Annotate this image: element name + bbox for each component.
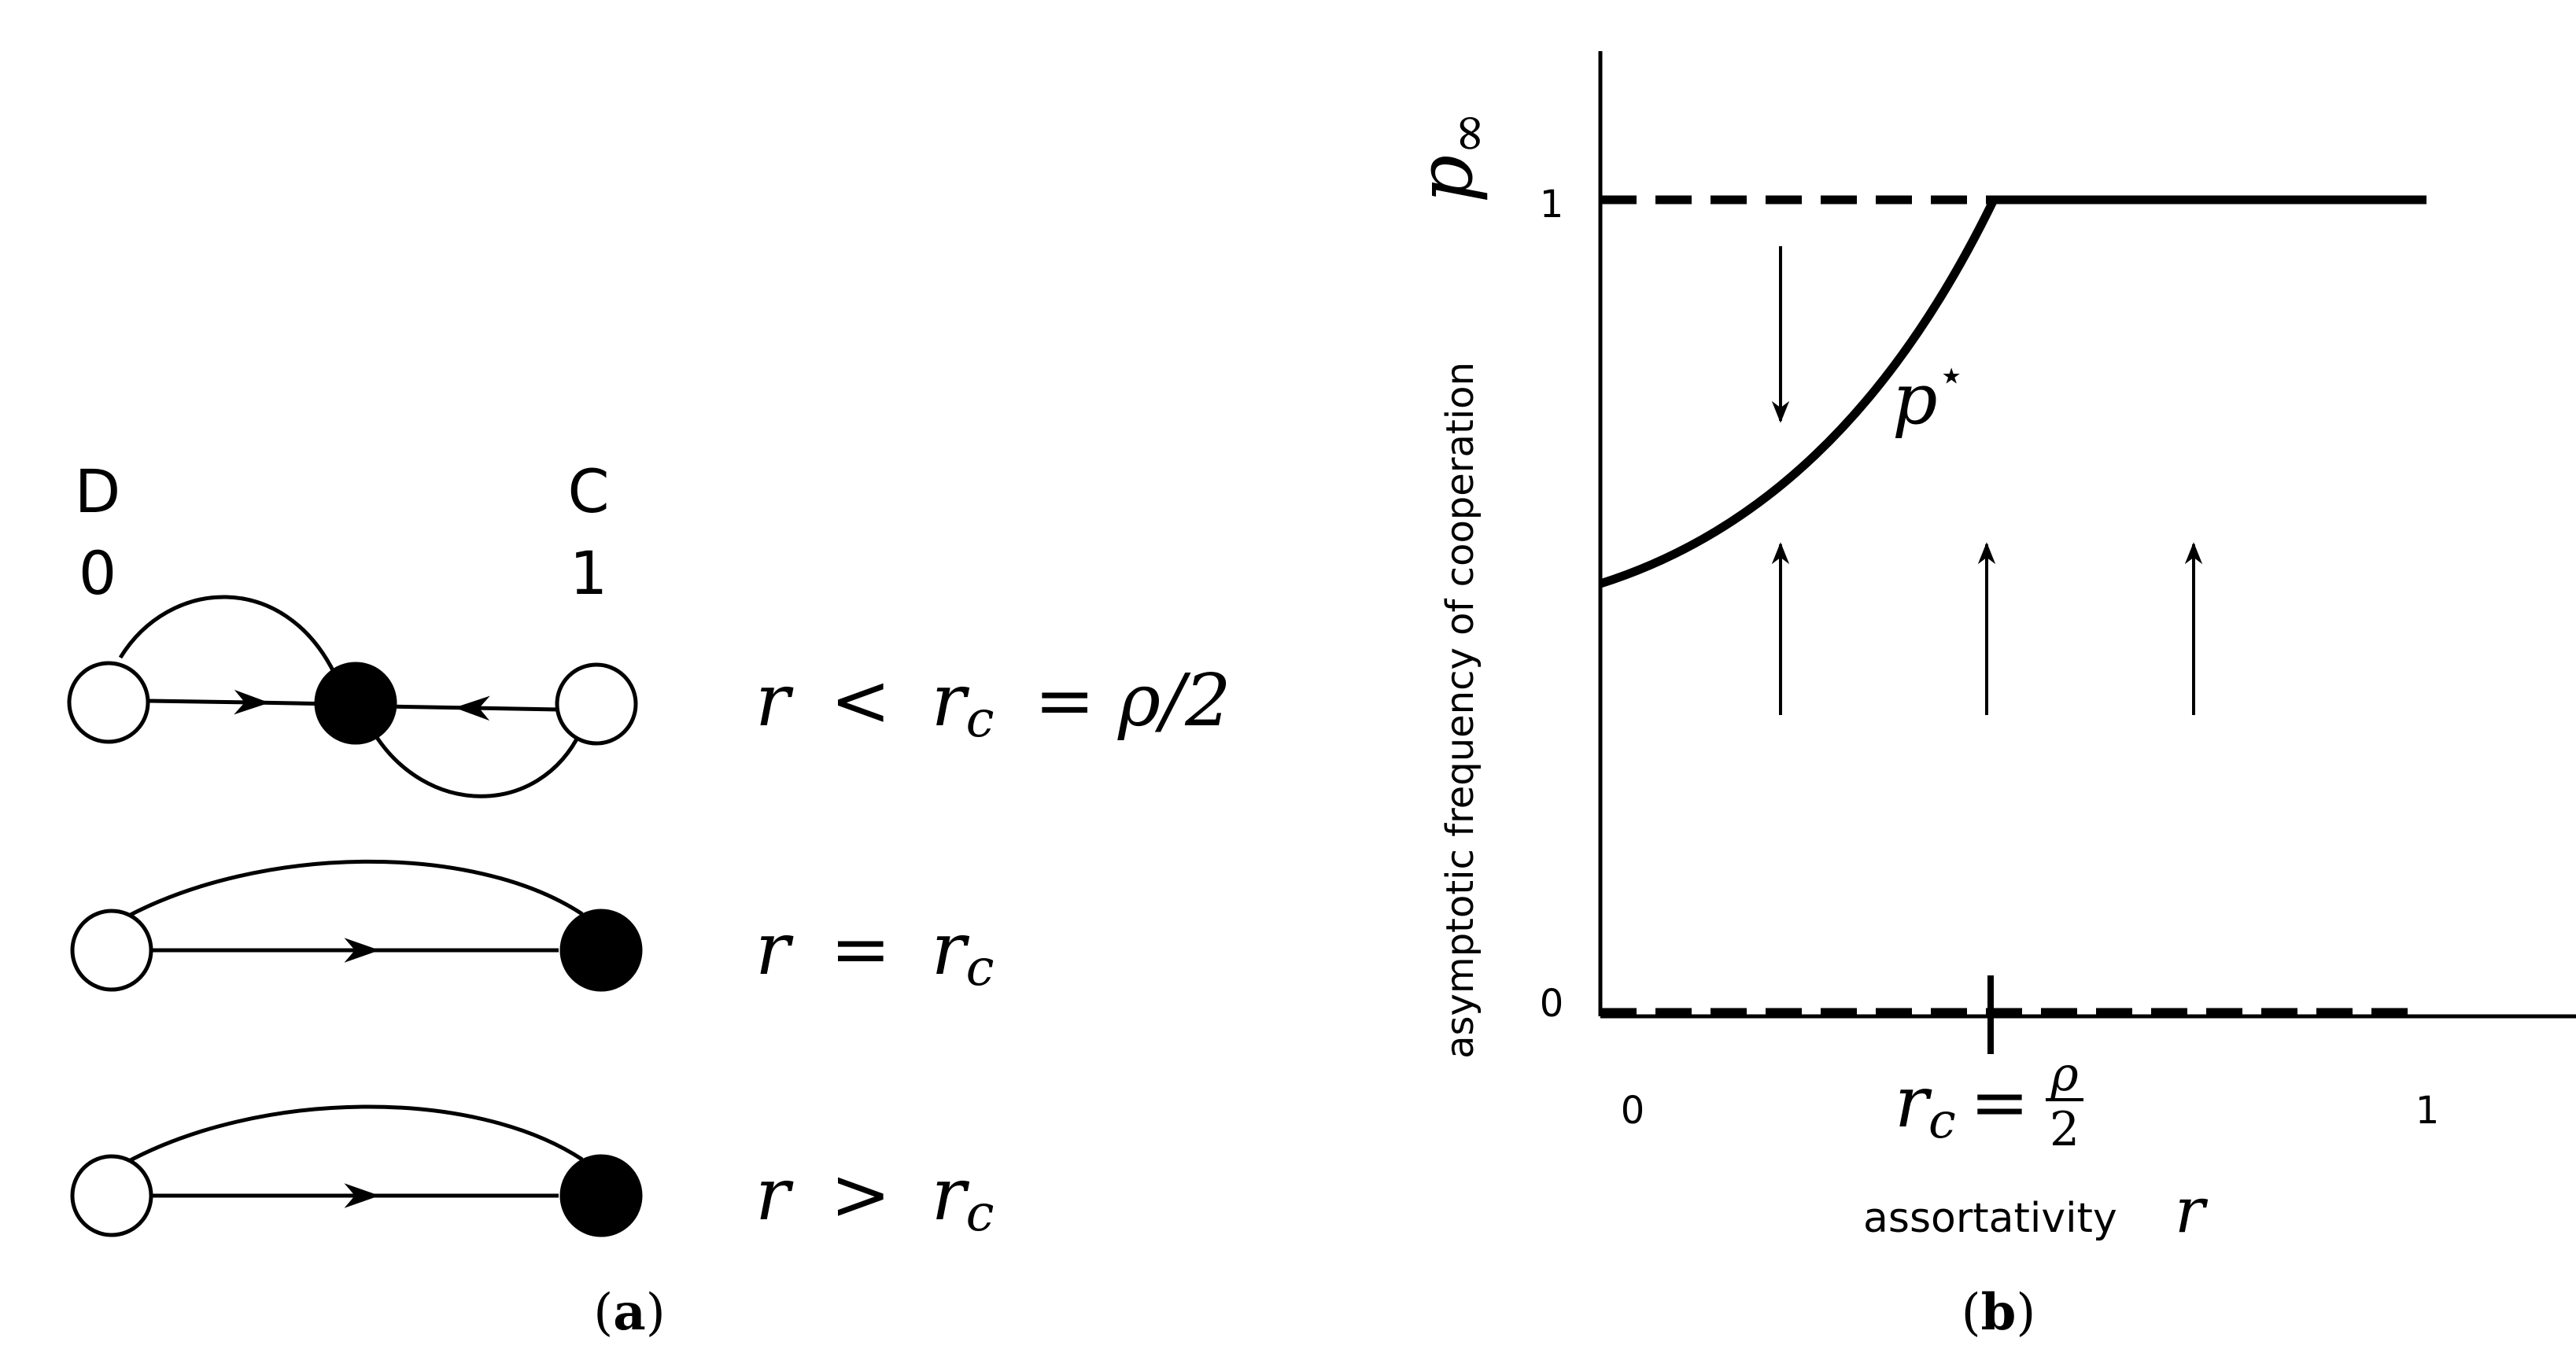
stable-point-c [559, 909, 643, 992]
upper-arc [124, 859, 584, 920]
p-star-curve [1599, 197, 1998, 588]
phase-line-row-2: r = rc [70, 859, 994, 997]
lower-arc [370, 728, 583, 798]
defector-letter: D [75, 456, 121, 526]
cooperator-letter: C [567, 456, 609, 526]
x-tick-label-0: 0 [1621, 1089, 1645, 1133]
critical-numerator: ρ [2050, 1047, 2078, 1102]
y-axis-symbol: p∞ [1401, 112, 1498, 203]
condition-row-2: r = rc [755, 907, 994, 997]
flow-arrow-right [149, 689, 335, 715]
upper-arc [118, 595, 337, 675]
stable-point-c [559, 1154, 643, 1237]
x-axis-symbol: r [2175, 1174, 2209, 1247]
y-tick-label-1: 1 [1540, 182, 1564, 227]
panel-a-caption: (a) [593, 1283, 665, 1342]
x-tick-label-1: 1 [2415, 1089, 2440, 1133]
stable-interior-point [314, 662, 397, 745]
unstable-point-d [70, 909, 153, 992]
phase-line-row-3: r > rc [70, 1104, 994, 1243]
y-tick-label-0: 0 [1540, 982, 1564, 1026]
phase-line-row-1: r < rc = ρ/2 [67, 595, 1231, 798]
panel-b: p∞ asymptotic frequency of cooperation 1… [1401, 51, 2576, 1342]
critical-denominator: 2 [2050, 1102, 2080, 1157]
curve-label: p⋆ [1892, 350, 1965, 441]
y-axis-label: asymptotic frequency of cooperation [1438, 362, 1482, 1059]
unstable-point-d [67, 661, 150, 744]
x-axis-label: assortativity [1863, 1195, 2117, 1242]
unstable-point-c [555, 662, 638, 746]
condition-row-3: r > rc [755, 1152, 994, 1243]
unstable-point-d [70, 1154, 153, 1237]
cooperator-value: 1 [570, 538, 607, 608]
svg-text:rc=: rc = [1895, 1061, 2029, 1149]
defector-value: 0 [79, 538, 116, 608]
panel-b-caption: (b) [1962, 1283, 2036, 1342]
panel-a: D 0 C 1 r < rc = ρ/2 r [67, 456, 1231, 1342]
upper-arc [124, 1104, 584, 1165]
critical-value-label: rc = ρ 2 [1895, 1047, 2083, 1157]
flow-arrow-left [381, 695, 559, 721]
condition-row-1: r < rc = ρ/2 [755, 658, 1231, 754]
